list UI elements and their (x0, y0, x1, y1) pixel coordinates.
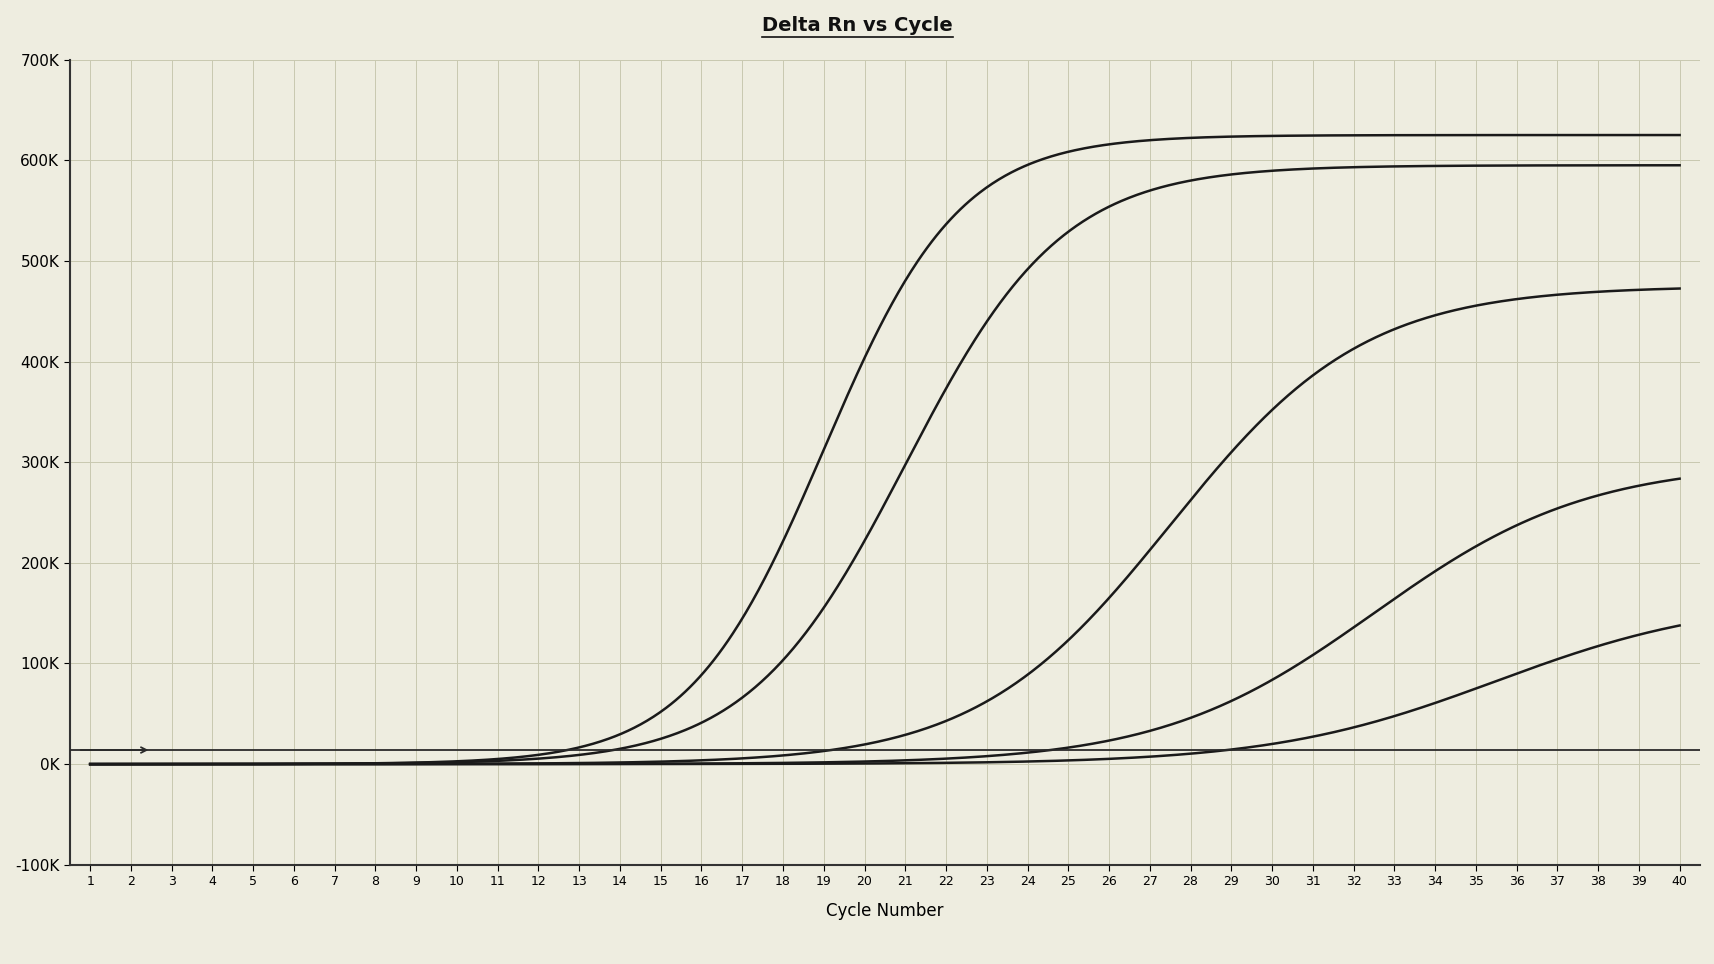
Text: Delta Rn vs Cycle: Delta Rn vs Cycle (761, 16, 953, 36)
X-axis label: Cycle Number: Cycle Number (826, 902, 943, 920)
